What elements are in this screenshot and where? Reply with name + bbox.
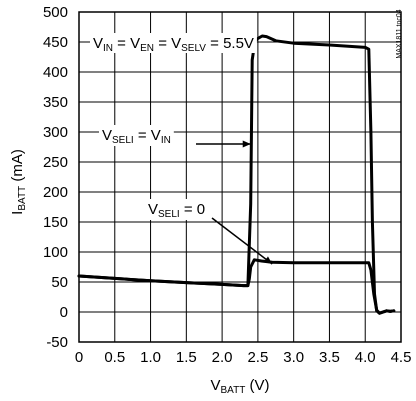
conditions-subscript-2: SELV (181, 43, 206, 54)
y-tick-label: 200 (43, 184, 68, 201)
annotation-0-subscript-1: IN (161, 135, 171, 146)
x-axis-title: VBATT​ (V) (210, 377, 269, 396)
x-tick-labels: 0 0.5 1.0 1.5 2.0 2.5 3.0 3.5 4.0 4.5 (75, 349, 412, 366)
x-tick-label: 4.0 (355, 349, 376, 366)
annotation-0-label: VSELI​ = VIN​ (102, 127, 171, 146)
watermark: MAX1811 toc04 (396, 9, 403, 58)
x-tick-label: 2.0 (212, 349, 233, 366)
plot-frame (78, 11, 402, 343)
annotation-0-subscript-0: SELI (112, 135, 134, 146)
conditions-label: VIN​ = VEN​ = VSELV​ = 5.5V (93, 35, 254, 54)
annotation-1-label: VSELI​ = 0 (148, 201, 205, 220)
x-axis-title-text-1: (V) (245, 377, 269, 394)
grid (79, 12, 401, 342)
conditions-text-2: = V (154, 35, 181, 52)
y-axis-title-subscript-0: BATT (17, 186, 28, 211)
y-tick-label: 300 (43, 124, 68, 141)
y-tick-label: 350 (43, 94, 68, 111)
annotation-0-text-0: V (102, 127, 112, 144)
annotation-1-text-1: = 0 (180, 201, 205, 218)
x-tick-label: 0.5 (104, 349, 125, 366)
conditions-text-1: = V (113, 35, 140, 52)
conditions-text-3: = 5.5V (206, 35, 254, 52)
annotation-1-subscript-0: SELI (158, 209, 180, 220)
y-axis-title: IBATT​ (mA) (9, 149, 28, 215)
y-axis-title-text-1: (mA) (9, 149, 26, 186)
annotation-0-text-1: = V (134, 127, 161, 144)
y-tick-label: 150 (43, 214, 68, 231)
conditions-text-0: V (93, 35, 103, 52)
y-tick-label: 400 (43, 64, 68, 81)
x-tick-label: 3.0 (283, 349, 304, 366)
x-axis-title-text-0: V (210, 377, 220, 394)
series-1-line (77, 258, 396, 315)
x-tick-label: 1.5 (176, 349, 197, 366)
y-axis-title-text-0: I (9, 211, 26, 215)
y-tick-label: 0 (60, 304, 68, 321)
annotation-1-arrow (211, 217, 273, 265)
x-tick-label: 2.5 (247, 349, 268, 366)
x-tick-label: 0 (75, 349, 83, 366)
annotations: VSELI​ = VIN​VSELI​ = 0 (99, 125, 273, 265)
y-tick-label: 50 (51, 274, 68, 291)
conditions-background (90, 33, 257, 53)
annotation-0-background (99, 125, 174, 146)
x-tick-label: 4.5 (391, 349, 412, 366)
series (77, 34, 396, 315)
annotation-1-background (145, 199, 209, 220)
series-0-line (77, 34, 396, 315)
y-tick-label: 450 (43, 34, 68, 51)
annotation-1-text-0: V (148, 201, 158, 218)
y-tick-label: -50 (46, 334, 68, 351)
y-tick-label: 250 (43, 154, 68, 171)
x-tick-label: 3.5 (319, 349, 340, 366)
y-tick-labels: -50 0 50 100 150 200 250 300 350 400 450 500 (43, 4, 68, 351)
y-tick-label: 500 (43, 4, 68, 21)
x-tick-label: 1.0 (140, 349, 161, 366)
conditions-subscript-1: EN (140, 43, 154, 54)
x-axis-title-subscript-0: BATT (221, 385, 246, 396)
y-tick-label: 100 (43, 244, 68, 261)
conditions-subscript-0: IN (103, 43, 113, 54)
